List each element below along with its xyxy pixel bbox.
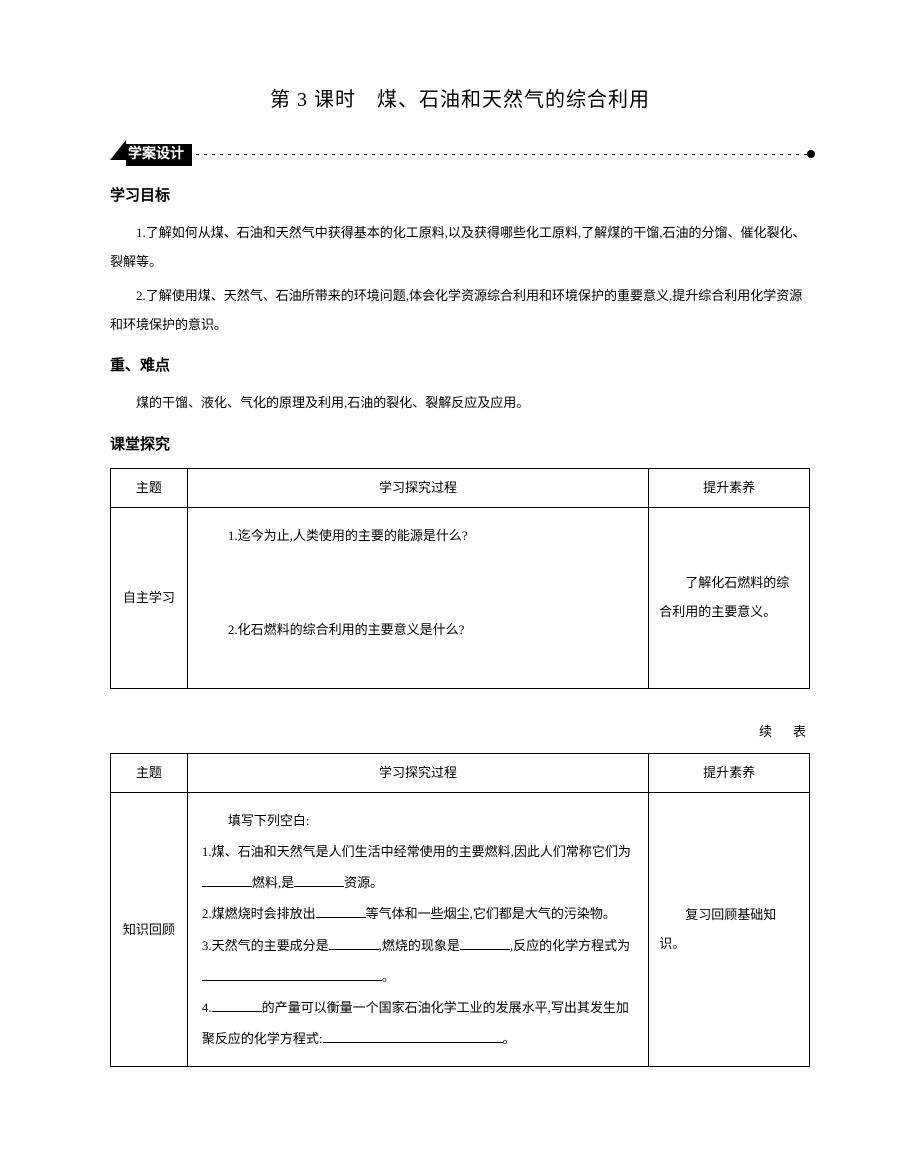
keypoints-text: 煤的干馏、液化、气化的原理及利用,石油的裂化、裂解反应及应用。 [110,389,810,418]
banner-row: 学案设计 [110,140,810,169]
fill-blank[interactable] [202,968,382,981]
fill-blank[interactable] [329,937,379,950]
fill-blank[interactable] [294,874,344,887]
fill-blank[interactable] [212,999,262,1012]
explore-heading: 课堂探究 [110,430,810,460]
process-item: 1.迄今为止,人类使用的主要的能源是什么? [202,520,634,551]
process-cell: 填写下列空白: 1.煤、石油和天然气是人们生活中经常使用的主要燃料,因此人们常称… [187,792,648,1067]
banner-label: 学案设计 [126,144,192,166]
goal-item-1: 1.了解如何从煤、石油和天然气中获得基本的化工原料,以及获得哪些化工原料,了解煤… [110,219,810,276]
outcome-text: 复习回顾基础知识。 [659,901,799,958]
goals-heading: 学习目标 [110,181,810,211]
table-header-row: 主题 学习探究过程 提升素养 [111,468,810,507]
process-item: 1.煤、石油和天然气是人们生活中经常使用的主要燃料,因此人们常称它们为燃料,是资… [202,836,634,898]
process-item: 3.天然气的主要成分是,燃烧的现象是,反应的化学方程式为。 [202,930,634,992]
outcome-cell: 复习回顾基础知识。 [649,792,810,1067]
process-item: 2.化石燃料的综合利用的主要意义是什么? [202,614,634,645]
topic-cell: 自主学习 [111,507,188,688]
table-header-process: 学习探究过程 [187,753,648,792]
fill-blank[interactable] [460,937,510,950]
table-header-outcome: 提升素养 [649,753,810,792]
outcome-text: 了解化石燃料的综合利用的主要意义。 [659,569,799,626]
process-item: 2.煤燃烧时会排放出等气体和一些烟尘,它们都是大气的污染物。 [202,898,634,929]
topic-cell: 知识回顾 [111,792,188,1067]
process-cell: 1.迄今为止,人类使用的主要的能源是什么? 2.化石燃料的综合利用的主要意义是什… [187,507,648,688]
outcome-cell: 了解化石燃料的综合利用的主要意义。 [649,507,810,688]
table-header-outcome: 提升素养 [649,468,810,507]
table-2: 主题 学习探究过程 提升素养 知识回顾 填写下列空白: 1.煤、石油和天然气是人… [110,753,810,1068]
table-header-topic: 主题 [111,468,188,507]
fill-blank[interactable] [202,874,252,887]
continue-label: 续 表 [110,719,810,745]
banner-dots-icon [196,154,810,155]
table-row: 自主学习 1.迄今为止,人类使用的主要的能源是什么? 2.化石燃料的综合利用的主… [111,507,810,688]
process-item: 4.的产量可以衡量一个国家石油化学工业的发展水平,写出其发生加聚反应的化学方程式… [202,992,634,1054]
process-intro: 填写下列空白: [202,805,634,836]
goal-item-2: 2.了解使用煤、天然气、石油所带来的环境问题,体会化学资源综合利用和环境保护的重… [110,282,810,339]
table-1: 主题 学习探究过程 提升素养 自主学习 1.迄今为止,人类使用的主要的能源是什么… [110,468,810,689]
banner-triangle-icon [110,140,126,169]
table-row: 知识回顾 填写下列空白: 1.煤、石油和天然气是人们生活中经常使用的主要燃料,因… [111,792,810,1067]
fill-blank[interactable] [323,1030,503,1043]
table-header-topic: 主题 [111,753,188,792]
keypoints-heading: 重、难点 [110,351,810,381]
page-title: 第 3 课时 煤、石油和天然气的综合利用 [110,80,810,120]
fill-blank[interactable] [316,905,366,918]
table-header-process: 学习探究过程 [187,468,648,507]
table-header-row: 主题 学习探究过程 提升素养 [111,753,810,792]
